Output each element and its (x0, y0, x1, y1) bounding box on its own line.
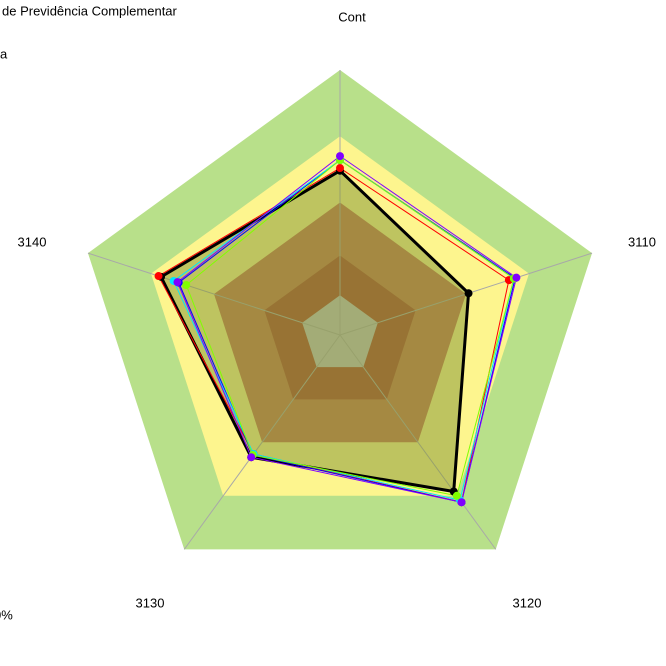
series-point (336, 164, 344, 173)
axis-label: 3140 (18, 234, 47, 249)
series-point (247, 453, 256, 462)
axis-label: 3120 (513, 595, 542, 610)
annotation: a (0, 46, 8, 61)
series-point (173, 278, 182, 287)
axis-label: 3130 (136, 595, 165, 610)
series-line (185, 159, 515, 497)
series-point (154, 272, 163, 281)
series-point (512, 273, 521, 282)
axis-label: Cont (338, 9, 366, 24)
series-line (178, 159, 516, 503)
annotation: 0% (0, 607, 13, 622)
series-point (464, 289, 473, 298)
series-point (452, 491, 461, 500)
series-point (336, 152, 344, 161)
series-point (457, 498, 466, 507)
chart-title: de Previdência Complementar (2, 3, 178, 18)
series-line (158, 167, 510, 503)
series-line (159, 169, 471, 494)
axis-label: 3110 (628, 234, 656, 249)
series-point (182, 281, 191, 290)
series-line (176, 155, 517, 503)
